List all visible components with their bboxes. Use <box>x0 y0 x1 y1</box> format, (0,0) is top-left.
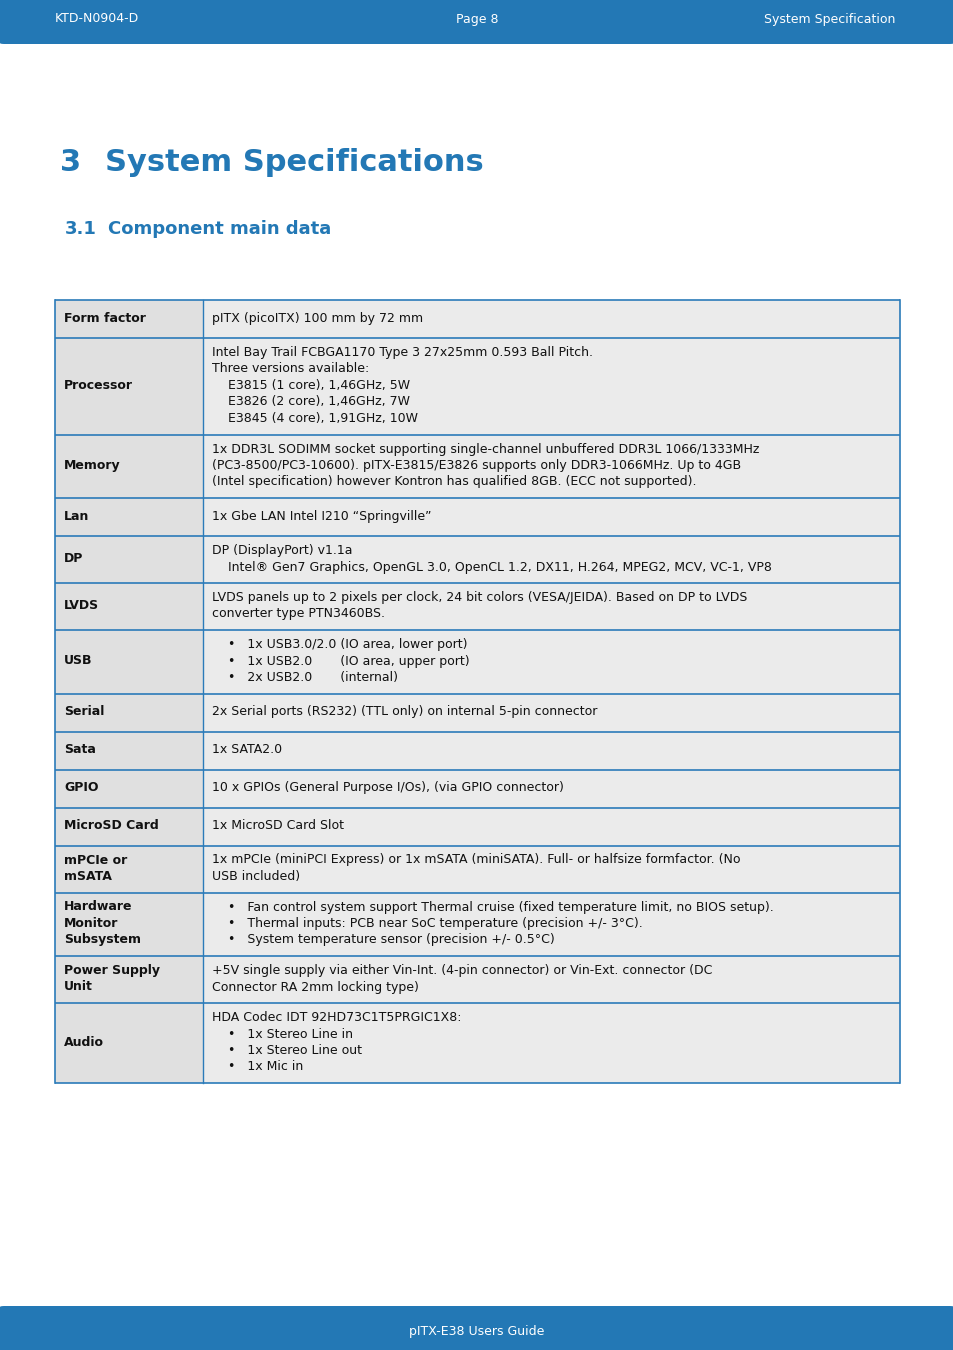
Bar <box>55 892 899 956</box>
Text: •   2x USB2.0       (internal): • 2x USB2.0 (internal) <box>212 671 397 684</box>
Text: Connector RA 2mm locking type): Connector RA 2mm locking type) <box>212 980 418 994</box>
Text: Audio: Audio <box>64 1035 104 1049</box>
Text: Serial: Serial <box>64 705 104 718</box>
Bar <box>55 300 203 338</box>
Bar <box>55 498 899 536</box>
Bar <box>55 732 203 769</box>
Text: •   1x USB2.0       (IO area, upper port): • 1x USB2.0 (IO area, upper port) <box>212 655 469 667</box>
Text: GPIO: GPIO <box>64 782 98 794</box>
Bar <box>55 583 899 630</box>
Bar <box>55 694 203 732</box>
Text: E3845 (4 core), 1,91GHz, 10W: E3845 (4 core), 1,91GHz, 10W <box>212 412 417 425</box>
Bar <box>55 300 899 338</box>
Text: mPCIe or: mPCIe or <box>64 853 127 867</box>
Bar <box>55 807 899 845</box>
Text: Monitor: Monitor <box>64 917 118 930</box>
Text: (Intel specification) however Kontron has qualified 8GB. (ECC not supported).: (Intel specification) however Kontron ha… <box>212 475 696 489</box>
Bar <box>55 694 899 732</box>
Text: E3826 (2 core), 1,46GHz, 7W: E3826 (2 core), 1,46GHz, 7W <box>212 396 410 409</box>
Text: Subsystem: Subsystem <box>64 933 141 946</box>
Text: 3: 3 <box>60 148 81 177</box>
FancyBboxPatch shape <box>0 1305 953 1350</box>
Text: USB included): USB included) <box>212 869 299 883</box>
Text: •   1x Mic in: • 1x Mic in <box>212 1061 303 1073</box>
Text: 3.1: 3.1 <box>65 220 97 238</box>
Text: 1x Gbe LAN Intel I210 “Springville”: 1x Gbe LAN Intel I210 “Springville” <box>212 510 431 522</box>
Bar <box>55 956 203 1003</box>
Bar <box>55 338 899 435</box>
Text: •   Fan control system support Thermal cruise (fixed temperature limit, no BIOS : • Fan control system support Thermal cru… <box>212 900 773 914</box>
FancyBboxPatch shape <box>0 0 953 45</box>
Bar <box>55 583 203 630</box>
Bar <box>55 892 203 956</box>
Text: Form factor: Form factor <box>64 312 146 325</box>
Text: LVDS: LVDS <box>64 599 99 613</box>
Bar <box>55 1003 203 1083</box>
Text: 1x SATA2.0: 1x SATA2.0 <box>212 744 282 756</box>
Text: pITX (picoITX) 100 mm by 72 mm: pITX (picoITX) 100 mm by 72 mm <box>212 312 422 325</box>
Text: USB: USB <box>64 655 92 667</box>
Text: 1x DDR3L SODIMM socket supporting single-channel unbuffered DDR3L 1066/1333MHz: 1x DDR3L SODIMM socket supporting single… <box>212 443 759 455</box>
Text: •   Thermal inputs: PCB near SoC temperature (precision +/- 3°C).: • Thermal inputs: PCB near SoC temperatu… <box>212 917 642 930</box>
Bar <box>55 536 899 583</box>
Text: System Specification: System Specification <box>762 12 894 26</box>
Bar <box>55 769 203 807</box>
Text: +5V single supply via either Vin-Int. (4-pin connector) or Vin-Ext. connector (D: +5V single supply via either Vin-Int. (4… <box>212 964 712 977</box>
Text: LVDS panels up to 2 pixels per clock, 24 bit colors (VESA/JEIDA). Based on DP to: LVDS panels up to 2 pixels per clock, 24… <box>212 591 746 603</box>
Text: System Specifications: System Specifications <box>105 148 483 177</box>
Bar <box>55 536 203 583</box>
Bar <box>55 769 899 807</box>
Text: •   1x USB3.0/2.0 (IO area, lower port): • 1x USB3.0/2.0 (IO area, lower port) <box>212 639 467 651</box>
Bar <box>55 732 899 769</box>
Text: Sata: Sata <box>64 744 95 756</box>
Bar <box>55 630 203 694</box>
Text: KTD-N0904-D: KTD-N0904-D <box>55 12 139 26</box>
Text: •   1x Stereo Line out: • 1x Stereo Line out <box>212 1044 361 1057</box>
Text: Memory: Memory <box>64 459 120 472</box>
Text: mSATA: mSATA <box>64 869 112 883</box>
Bar <box>55 338 203 435</box>
Text: Page 8: Page 8 <box>456 12 497 26</box>
Text: 1x MicroSD Card Slot: 1x MicroSD Card Slot <box>212 819 343 832</box>
Text: •   System temperature sensor (precision +/- 0.5°C): • System temperature sensor (precision +… <box>212 933 554 946</box>
Bar <box>55 845 203 892</box>
Text: Intel Bay Trail FCBGA1170 Type 3 27x25mm 0.593 Ball Pitch.: Intel Bay Trail FCBGA1170 Type 3 27x25mm… <box>212 346 592 359</box>
Bar <box>55 498 203 536</box>
Bar <box>55 435 899 498</box>
Text: HDA Codec IDT 92HD73C1T5PRGIC1X8:: HDA Codec IDT 92HD73C1T5PRGIC1X8: <box>212 1011 461 1025</box>
Text: 2x Serial ports (RS232) (TTL only) on internal 5-pin connector: 2x Serial ports (RS232) (TTL only) on in… <box>212 705 597 718</box>
Text: MicroSD Card: MicroSD Card <box>64 819 158 832</box>
Text: (PC3-8500/PC3-10600). pITX-E3815/E3826 supports only DDR3-1066MHz. Up to 4GB: (PC3-8500/PC3-10600). pITX-E3815/E3826 s… <box>212 459 740 472</box>
Text: Lan: Lan <box>64 510 90 522</box>
Text: E3815 (1 core), 1,46GHz, 5W: E3815 (1 core), 1,46GHz, 5W <box>212 379 410 391</box>
Text: pITX-E38 Users Guide: pITX-E38 Users Guide <box>409 1324 544 1338</box>
Bar <box>55 956 899 1003</box>
Text: converter type PTN3460BS.: converter type PTN3460BS. <box>212 608 384 621</box>
Text: 10 x GPIOs (General Purpose I/Os), (via GPIO connector): 10 x GPIOs (General Purpose I/Os), (via … <box>212 782 563 794</box>
Text: Processor: Processor <box>64 379 132 391</box>
Text: Intel® Gen7 Graphics, OpenGL 3.0, OpenCL 1.2, DX11, H.264, MPEG2, MCV, VC-1, VP8: Intel® Gen7 Graphics, OpenGL 3.0, OpenCL… <box>212 560 771 574</box>
Text: Power Supply: Power Supply <box>64 964 160 977</box>
Text: Hardware: Hardware <box>64 900 132 914</box>
Bar <box>55 1003 899 1083</box>
Text: 1x mPCIe (miniPCI Express) or 1x mSATA (miniSATA). Full- or halfsize formfactor.: 1x mPCIe (miniPCI Express) or 1x mSATA (… <box>212 853 740 867</box>
Text: DP: DP <box>64 552 83 566</box>
Bar <box>55 435 203 498</box>
Text: Component main data: Component main data <box>108 220 331 238</box>
Text: •   1x Stereo Line in: • 1x Stereo Line in <box>212 1027 353 1041</box>
Text: Three versions available:: Three versions available: <box>212 363 369 375</box>
Bar <box>55 845 899 892</box>
Text: Unit: Unit <box>64 980 92 994</box>
Bar <box>55 630 899 694</box>
Bar <box>55 807 203 845</box>
Text: DP (DisplayPort) v1.1a: DP (DisplayPort) v1.1a <box>212 544 352 558</box>
